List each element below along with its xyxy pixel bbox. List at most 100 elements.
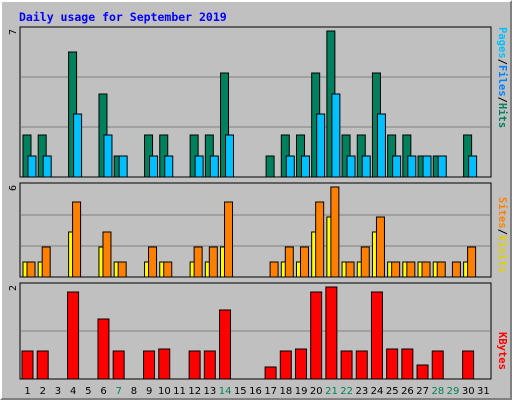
bar-top-files-25 (392, 155, 402, 178)
x-tick-label-13: 13 (204, 386, 217, 397)
panel-title-part-top-2: Files (496, 65, 508, 97)
bar-middle-sites-20 (315, 201, 325, 278)
x-tick-label-29: 29 (447, 386, 460, 397)
panel-title-part-bottom-0: KBytes (496, 332, 508, 370)
x-tick-label-3: 3 (55, 386, 61, 397)
bar-middle-sites-22 (345, 261, 355, 278)
bar-middle-sites-27 (421, 261, 431, 278)
bar-middle-sites-10 (163, 261, 173, 278)
bar-middle-sites-12 (193, 246, 203, 278)
bar-bottom-kbytes-13 (203, 350, 216, 380)
bar-top-files-23 (361, 155, 371, 178)
bar-bottom-kbytes-4 (67, 291, 80, 380)
bar-middle-sites-14 (224, 201, 234, 278)
x-tick-label-4: 4 (70, 386, 76, 397)
x-tick-label-10: 10 (158, 386, 171, 397)
y-axis-max-top: 7 (8, 29, 19, 35)
bar-top-files-18 (285, 155, 295, 178)
x-tick-label-17: 17 (264, 386, 277, 397)
x-tick-label-6: 6 (100, 386, 106, 397)
bar-top-files-21 (331, 93, 341, 178)
bar-middle-sites-6 (102, 231, 112, 278)
y-axis-max-middle: 6 (8, 185, 19, 191)
x-tick-label-7: 7 (116, 386, 122, 397)
x-tick-label-14: 14 (219, 386, 232, 397)
bar-middle-sites-19 (299, 246, 309, 278)
bar-top-files-9 (149, 155, 159, 178)
x-tick-label-19: 19 (295, 386, 308, 397)
x-tick-label-18: 18 (280, 386, 293, 397)
x-tick-label-27: 27 (416, 386, 429, 397)
bar-middle-sites-7 (117, 261, 127, 278)
x-tick-label-28: 28 (431, 386, 444, 397)
panel-title-part-top-3: / (496, 97, 508, 103)
bar-top-files-1 (27, 155, 37, 178)
x-tick-label-2: 2 (40, 386, 46, 397)
bar-bottom-kbytes-20 (310, 291, 323, 380)
bar-middle-sites-2 (41, 246, 51, 278)
bar-middle-sites-17 (269, 261, 279, 278)
bar-top-files-6 (103, 134, 113, 178)
bar-top-files-28 (437, 155, 447, 178)
x-tick-label-11: 11 (173, 386, 186, 397)
bar-bottom-kbytes-25 (386, 348, 399, 380)
bar-top-files-19 (300, 155, 310, 178)
bar-bottom-kbytes-7 (112, 350, 125, 380)
bar-bottom-kbytes-28 (431, 350, 444, 380)
panel-title-part-top-1: / (496, 59, 508, 65)
x-tick-label-20: 20 (310, 386, 323, 397)
x-tick-label-31: 31 (477, 386, 490, 397)
bar-top-files-4 (73, 113, 83, 178)
panel-title-bottom: KBytes (496, 332, 508, 370)
panel-title-part-middle-1: / (496, 229, 508, 235)
bar-bottom-kbytes-2 (36, 350, 49, 380)
x-tick-label-26: 26 (401, 386, 414, 397)
x-tick-label-16: 16 (249, 386, 262, 397)
x-tick-label-23: 23 (355, 386, 368, 397)
bar-middle-sites-28 (436, 261, 446, 278)
bar-bottom-kbytes-12 (188, 350, 201, 380)
x-tick-label-30: 30 (462, 386, 475, 397)
bar-middle-sites-9 (148, 246, 158, 278)
bar-top-files-14 (225, 134, 235, 178)
bar-middle-sites-21 (330, 186, 340, 278)
bar-top-files-30 (468, 155, 478, 178)
panel-title-top: Pages/Files/Hits (496, 27, 508, 128)
bar-bottom-kbytes-19 (294, 348, 307, 380)
bar-middle-sites-4 (72, 201, 82, 278)
bar-top-files-10 (164, 155, 174, 178)
bar-middle-sites-18 (284, 246, 294, 278)
bar-middle-sites-23 (360, 246, 370, 278)
chart-title: Daily usage for September 2019 (19, 10, 227, 24)
panel-title-part-top-0: Pages (496, 27, 508, 59)
bar-bottom-kbytes-14 (219, 309, 232, 380)
x-tick-label-12: 12 (188, 386, 201, 397)
bar-bottom-kbytes-30 (462, 350, 475, 380)
bar-top-files-2 (42, 155, 52, 178)
bar-middle-sites-30 (467, 246, 477, 278)
bar-top-files-7 (118, 155, 128, 178)
bar-bottom-kbytes-9 (143, 350, 156, 380)
bar-bottom-kbytes-18 (279, 350, 292, 380)
bar-bottom-kbytes-1 (21, 350, 34, 380)
x-tick-label-1: 1 (24, 386, 30, 397)
x-tick-label-9: 9 (146, 386, 152, 397)
x-tick-label-15: 15 (234, 386, 247, 397)
bar-middle-sites-24 (375, 216, 385, 278)
bar-bottom-kbytes-27 (416, 364, 429, 380)
bar-top-files-12 (194, 155, 204, 178)
bar-bottom-kbytes-23 (355, 350, 368, 380)
bar-middle-sites-26 (406, 261, 416, 278)
bar-top-files-24 (376, 113, 386, 178)
bar-top-files-22 (346, 155, 356, 178)
panel-title-middle: Sites/Visits (496, 197, 508, 273)
bar-bottom-kbytes-26 (401, 348, 414, 380)
x-tick-label-25: 25 (386, 386, 399, 397)
bar-bottom-kbytes-10 (158, 348, 171, 380)
bar-bottom-kbytes-21 (325, 286, 338, 380)
bar-top-files-20 (316, 113, 326, 178)
panel-title-part-top-4: Hits (496, 103, 508, 128)
bar-top-files-26 (407, 155, 417, 178)
